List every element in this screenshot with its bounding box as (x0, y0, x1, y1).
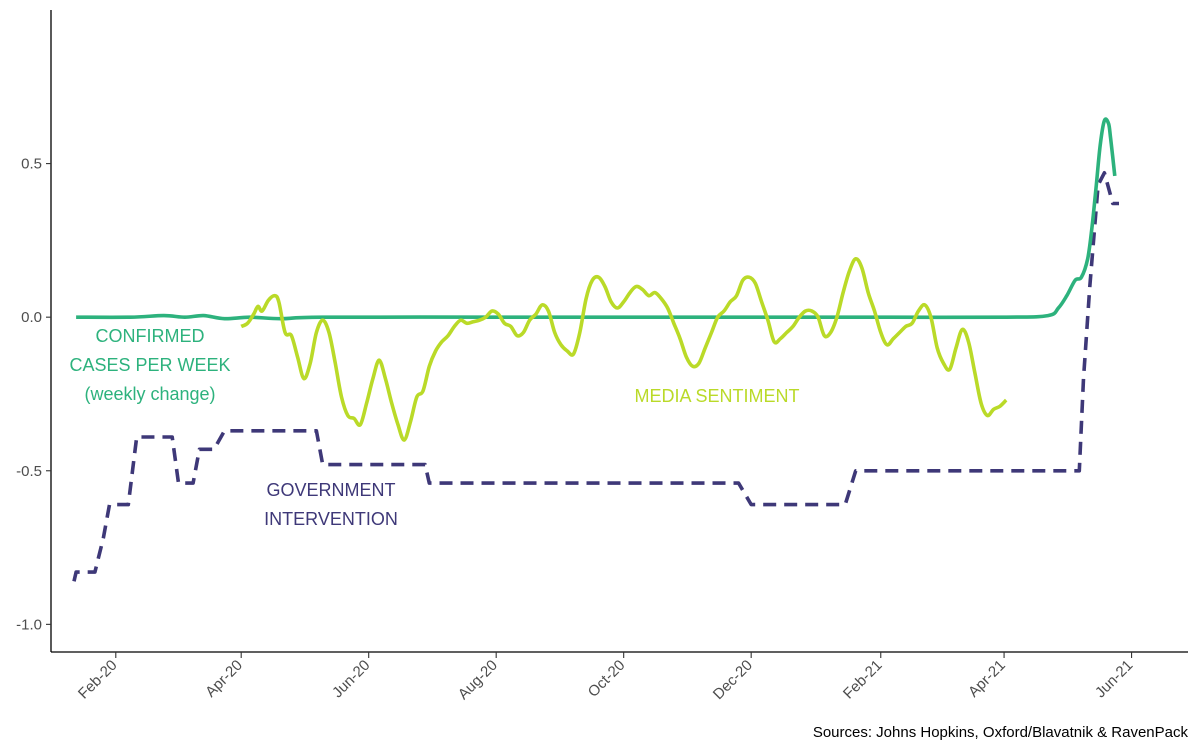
cases-series-label: CONFIRMED (96, 326, 205, 346)
x-axis-ticks: Feb-20 Apr-20 Jun-20 Aug-20 Oct-20 Dec-20 Feb-… (75, 652, 1136, 703)
source-note: Sources: Johns Hopkins, Oxford/Blavatnik… (813, 724, 1189, 741)
y-tick-label: -0.5 (16, 463, 42, 480)
cases-series-label: CASES PER WEEK (69, 355, 230, 375)
gov-series-label: GOVERNMENT (266, 480, 395, 500)
media-series-label: MEDIA SENTIMENT (634, 386, 799, 406)
series-labels: CONFIRMED CASES PER WEEK (weekly change) ME… (69, 326, 799, 529)
series-layer (72, 117, 1119, 582)
x-tick-label: Feb-21 (840, 657, 886, 703)
y-tick-label: 0.5 (21, 156, 42, 173)
y-tick-label: 0.0 (21, 309, 42, 326)
gov-series-line (72, 171, 1119, 582)
y-tick-label: -1.0 (16, 616, 42, 633)
x-tick-label: Feb-20 (75, 657, 121, 703)
x-tick-label: Dec-20 (710, 657, 756, 703)
media-series-line (240, 256, 1008, 442)
axes (50, 10, 1188, 653)
x-tick-label: Jun-20 (329, 657, 373, 701)
cases-series-label: (weekly change) (84, 384, 215, 404)
x-tick-label: Aug-20 (455, 657, 501, 703)
y-axis-ticks: 0.5 0.0 -0.5 -1.0 (16, 156, 51, 633)
gov-series-label: INTERVENTION (264, 509, 398, 529)
x-tick-label: Oct-20 (585, 657, 629, 701)
x-tick-label: Apr-20 (202, 657, 246, 701)
cases-series-line (76, 117, 1117, 321)
x-tick-label: Jun-21 (1092, 657, 1136, 701)
x-tick-label: Apr-21 (965, 657, 1009, 701)
